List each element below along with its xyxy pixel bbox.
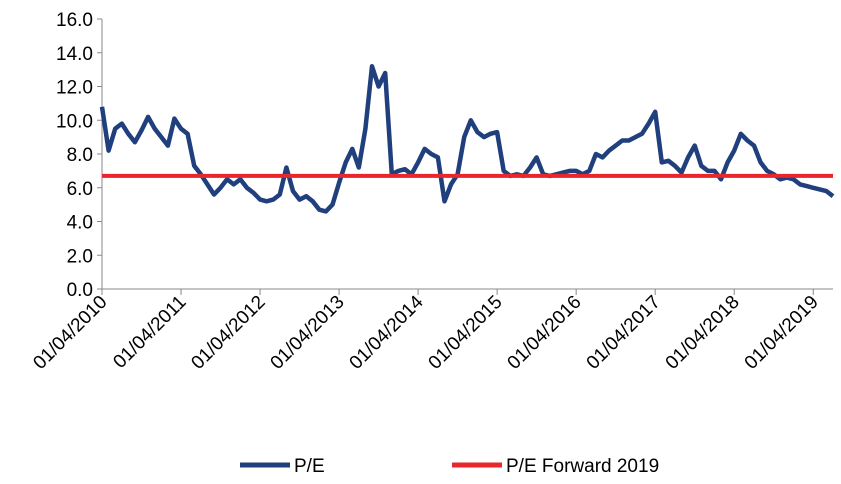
x-tick-label: 01/04/2018: [662, 292, 744, 374]
x-tick-label: 01/04/2017: [583, 292, 665, 374]
x-tick-label: 01/04/2014: [346, 291, 428, 373]
y-tick-label: 6.0: [67, 179, 93, 200]
legend-label: P/E Forward 2019: [506, 456, 659, 477]
x-tick-label: 01/04/2013: [267, 292, 349, 374]
y-tick-label: 2.0: [67, 246, 93, 267]
y-tick-label: 16.0: [56, 10, 93, 31]
x-tick-label: 01/04/2011: [109, 292, 190, 373]
y-tick-label: 8.0: [67, 145, 93, 166]
legend-label: P/E: [294, 456, 325, 477]
y-tick-label: 14.0: [56, 44, 93, 65]
x-tick-label: 01/04/2015: [425, 292, 507, 374]
y-tick-label: 0.0: [67, 280, 93, 301]
y-tick-label: 12.0: [56, 78, 93, 99]
y-tick-label: 10.0: [56, 111, 93, 132]
y-tick-label: 4.0: [67, 213, 93, 234]
x-tick-label: 01/04/2019: [741, 292, 823, 374]
x-tick-label: 01/04/2010: [29, 292, 111, 374]
x-tick-label: 01/04/2012: [187, 292, 269, 374]
x-tick-label: 01/04/2016: [504, 292, 586, 374]
series-line: [99, 64, 835, 214]
